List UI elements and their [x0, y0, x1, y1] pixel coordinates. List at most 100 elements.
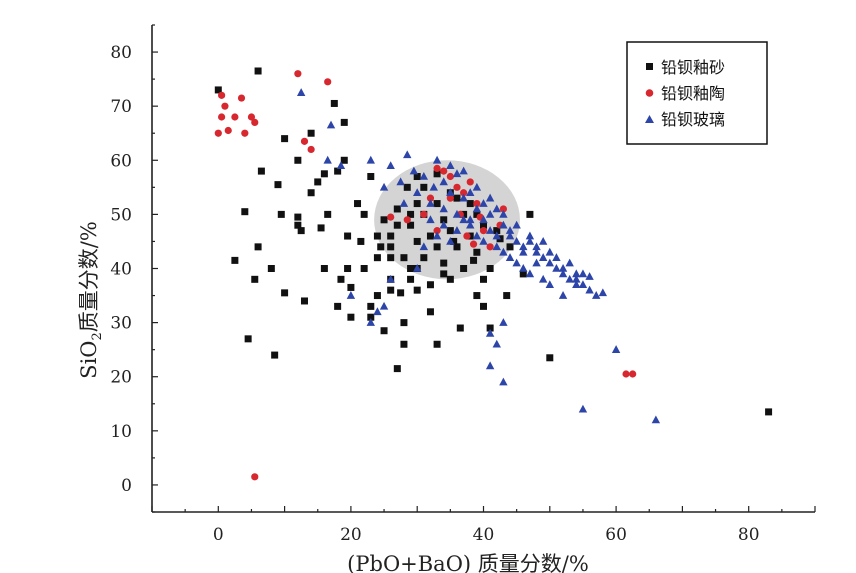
data-point-triangle	[545, 280, 554, 289]
data-point-circle	[307, 145, 315, 154]
data-point-triangle	[479, 199, 488, 207]
data-point-square	[486, 265, 494, 272]
data-point-circle	[499, 205, 507, 213]
data-point-square	[387, 254, 395, 262]
legend-marker-triangle	[645, 115, 654, 123]
data-point-square	[387, 232, 395, 240]
data-point-circle	[453, 183, 461, 191]
data-point-square	[340, 118, 348, 126]
data-point-triangle	[499, 220, 508, 229]
y-tick-label: 40	[110, 260, 132, 280]
data-point-triangle	[538, 274, 548, 283]
data-point-triangle	[532, 242, 541, 251]
data-point-triangle	[439, 220, 448, 229]
y-tick-label: 10	[110, 422, 132, 442]
legend-marker-square	[646, 63, 653, 70]
data-point-circle	[486, 243, 494, 251]
data-point-square	[214, 86, 222, 94]
data-point-circle	[469, 240, 478, 248]
data-point-triangle	[572, 269, 581, 278]
data-point-triangle	[446, 161, 455, 169]
data-point-triangle	[492, 339, 501, 348]
data-point-square	[413, 200, 421, 208]
data-point-square	[380, 327, 388, 335]
data-point-square	[407, 265, 415, 272]
data-point-square	[297, 227, 305, 235]
data-point-triangle	[485, 328, 495, 337]
data-point-square	[330, 99, 338, 107]
data-point-square	[373, 254, 381, 262]
series-2	[296, 88, 661, 424]
data-point-square	[354, 200, 362, 208]
data-point-circle	[241, 129, 249, 137]
data-point-square	[294, 156, 302, 164]
data-point-triangle	[505, 226, 515, 234]
data-point-triangle	[651, 415, 661, 424]
y-tick-label: 70	[110, 97, 132, 117]
y-axis-title-subscript: 2	[90, 332, 105, 340]
data-point-square	[397, 289, 405, 297]
data-point-square	[466, 200, 474, 208]
legend-marker-circle	[645, 89, 654, 97]
data-point-square	[294, 213, 302, 221]
data-point-square	[274, 181, 282, 189]
data-point-triangle	[336, 161, 346, 169]
data-point-triangle	[459, 215, 468, 224]
data-point-square	[314, 178, 322, 186]
data-point-square	[450, 237, 458, 245]
data-point-triangle	[432, 155, 442, 164]
data-point-square	[307, 189, 315, 197]
data-point-square	[473, 210, 481, 218]
data-point-square	[407, 210, 415, 218]
data-point-triangle	[492, 204, 501, 213]
data-point-triangle	[572, 274, 581, 283]
data-point-square	[387, 243, 395, 251]
data-point-triangle	[485, 209, 495, 218]
data-point-triangle	[525, 231, 535, 240]
data-point-triangle	[499, 377, 508, 386]
data-point-square	[480, 221, 487, 229]
data-point-square	[403, 183, 411, 191]
legend: 铅钡釉砂 铅钡釉陶 铅钡玻璃	[626, 41, 768, 145]
data-point-triangle	[538, 236, 548, 245]
data-point-square	[420, 254, 428, 262]
data-point-triangle	[323, 155, 332, 164]
data-point-circle	[324, 78, 332, 86]
data-point-circle	[622, 370, 630, 378]
axes-layer: 0 10 20 30 40 50 60 70 80 0 20 40 60 80	[110, 24, 816, 545]
data-point-circle	[426, 194, 435, 202]
y-axis-title-main: SiO	[77, 340, 101, 378]
data-point-square	[473, 248, 481, 256]
data-point-square	[367, 313, 375, 321]
data-point-triangle	[452, 209, 462, 218]
data-point-triangle	[413, 264, 422, 272]
data-point-square	[347, 283, 355, 291]
data-point-triangle	[538, 253, 548, 261]
data-point-triangle	[409, 166, 419, 175]
data-point-square	[433, 170, 441, 178]
data-point-square	[400, 254, 408, 262]
y-tick-label: 20	[110, 368, 132, 388]
data-point-circle	[214, 129, 222, 137]
data-point-square	[400, 340, 408, 348]
data-point-square	[231, 256, 239, 264]
data-point-triangle	[492, 231, 501, 240]
x-tick-label: 40	[473, 525, 495, 545]
data-point-circle	[420, 210, 428, 218]
data-point-square	[320, 170, 328, 178]
data-point-triangle	[558, 269, 568, 278]
data-point-square	[334, 167, 342, 175]
data-point-circle	[300, 137, 309, 145]
data-point-triangle	[525, 236, 535, 245]
data-point-square	[271, 351, 279, 359]
data-point-triangle	[346, 291, 356, 299]
x-axis-title: (PbO+BaO) 质量分数/%	[347, 552, 589, 573]
data-point-triangle	[446, 236, 455, 245]
data-point-square	[254, 67, 262, 75]
data-point-triangle	[429, 182, 438, 191]
data-point-circle	[479, 227, 488, 235]
data-point-triangle	[452, 169, 462, 178]
data-point-triangle	[472, 231, 482, 240]
data-point-square	[473, 292, 481, 300]
